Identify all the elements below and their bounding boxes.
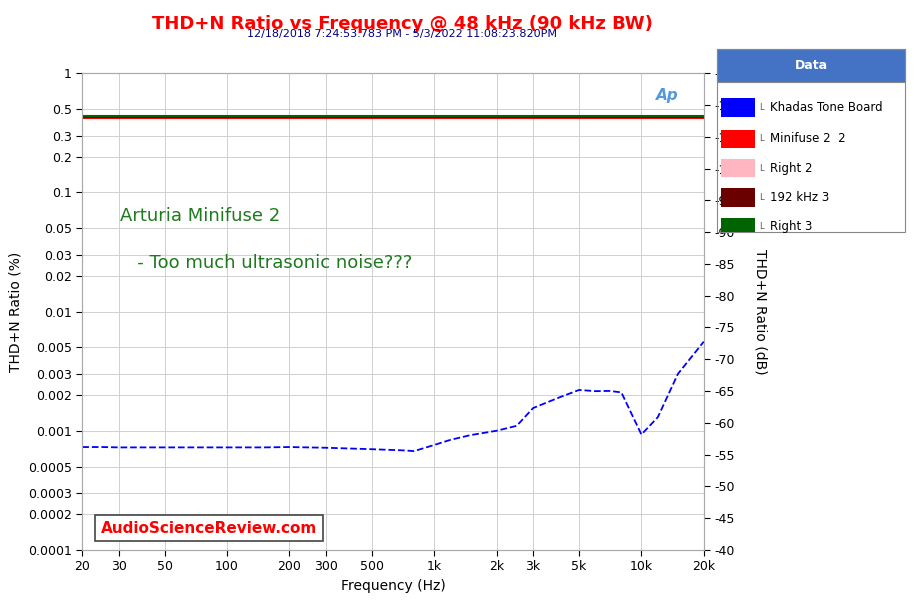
Text: Khadas Tone Board: Khadas Tone Board xyxy=(770,101,883,114)
Text: L: L xyxy=(759,222,763,231)
Text: Minifuse 2  2: Minifuse 2 2 xyxy=(770,132,845,145)
Text: Arturia Minifuse 2: Arturia Minifuse 2 xyxy=(120,207,280,225)
Text: 12/18/2018 7:24:53.783 PM - 5/3/2022 11:08:23.820PM: 12/18/2018 7:24:53.783 PM - 5/3/2022 11:… xyxy=(247,29,558,39)
Y-axis label: THD+N Ratio (%): THD+N Ratio (%) xyxy=(8,252,22,371)
Text: Right 2: Right 2 xyxy=(770,161,813,175)
Bar xyxy=(721,130,755,148)
Text: - Too much ultrasonic noise???: - Too much ultrasonic noise??? xyxy=(120,254,412,273)
Text: THD+N Ratio vs Frequency @ 48 kHz (90 kHz BW): THD+N Ratio vs Frequency @ 48 kHz (90 kH… xyxy=(152,15,653,33)
Text: Data: Data xyxy=(794,59,828,72)
Y-axis label: THD+N Ratio (dB): THD+N Ratio (dB) xyxy=(753,249,768,375)
Text: L: L xyxy=(759,103,763,112)
Bar xyxy=(721,188,755,207)
Text: Right 3: Right 3 xyxy=(770,220,813,233)
X-axis label: Frequency (Hz): Frequency (Hz) xyxy=(341,579,445,593)
Bar xyxy=(721,159,755,177)
Text: Ap: Ap xyxy=(656,87,679,103)
Text: L: L xyxy=(759,134,763,143)
Bar xyxy=(721,98,755,117)
Text: AudioScienceReview.com: AudioScienceReview.com xyxy=(101,521,317,536)
Text: 192 kHz 3: 192 kHz 3 xyxy=(770,191,829,204)
FancyBboxPatch shape xyxy=(717,49,905,82)
Text: L: L xyxy=(759,164,763,172)
Bar xyxy=(721,218,755,236)
Text: L: L xyxy=(759,193,763,202)
